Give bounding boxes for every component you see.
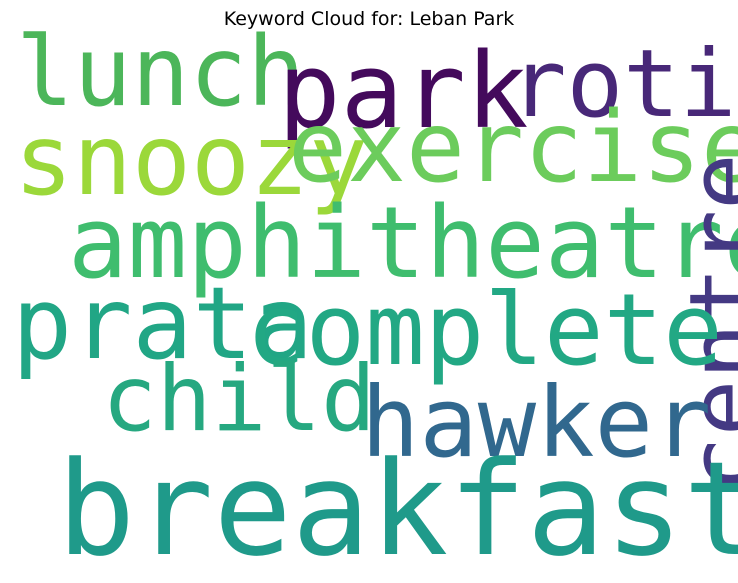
word-roti: roti — [510, 30, 737, 139]
word-amphitheatre: amphitheatre — [68, 186, 738, 301]
word-prata: prata — [12, 265, 314, 382]
word-hawker: hawker — [361, 366, 712, 479]
word-complete: complete — [246, 273, 723, 388]
word-snoozy: snoozy — [14, 104, 369, 218]
word-breakfast: breakfast — [57, 433, 738, 583]
word-lunch: lunch — [16, 16, 305, 128]
word-child: child — [102, 347, 376, 452]
figure-title: Keyword Cloud for: Leban Park — [223, 8, 515, 30]
word-exercise: exercise — [288, 91, 738, 205]
word-park: park — [278, 30, 529, 152]
